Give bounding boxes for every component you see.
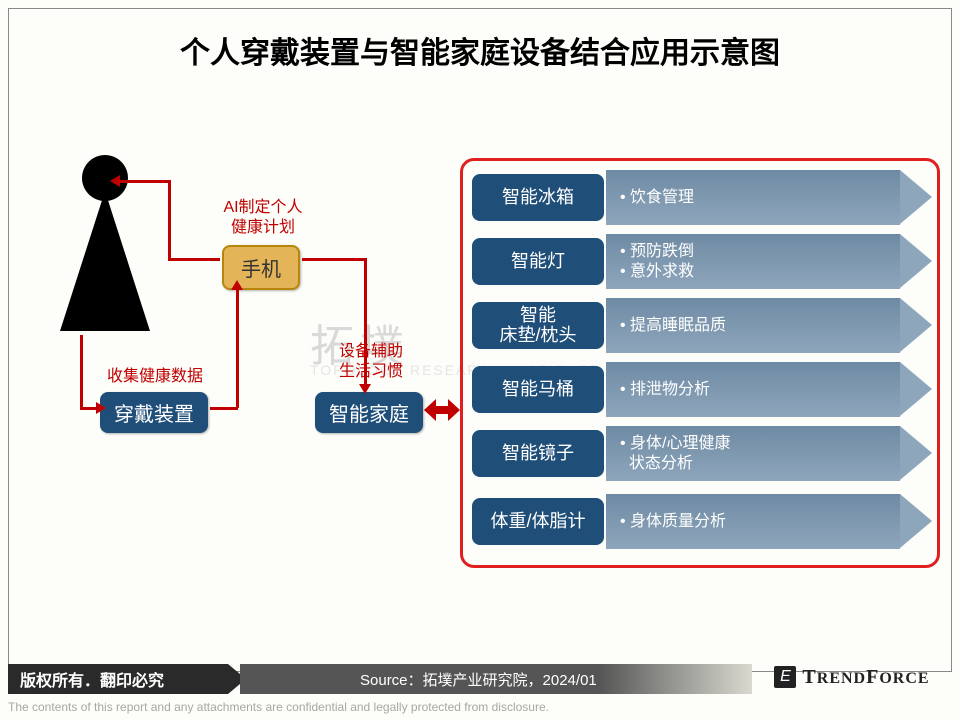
device-bullet: 预防跌倒 (620, 242, 900, 262)
device-row: 智能马桶排泄物分析 (472, 362, 940, 417)
conn-phone-home-tip (359, 384, 371, 394)
device-bullet: 意外求救 (620, 262, 900, 282)
node-home: 智能家庭 (315, 392, 423, 433)
device-row: 智能冰箱饮食管理 (472, 170, 940, 225)
trendforce-mark-icon: E (774, 666, 796, 688)
device-desc-arrow: 排泄物分析 (606, 362, 900, 417)
device-row: 体重/体脂计身体质量分析 (472, 494, 940, 549)
arrow-tip-icon (900, 170, 932, 224)
arrow-tip-icon (900, 362, 932, 416)
device-bullet: 排泄物分析 (620, 380, 900, 400)
arrow-tip-icon (900, 494, 932, 548)
double-arrow-icon (426, 399, 458, 421)
arrow-tip-icon (900, 234, 932, 288)
device-row: 智能灯预防跌倒意外求救 (472, 234, 940, 289)
device-row: 智能镜子身体/心理健康 状态分析 (472, 426, 940, 481)
device-desc-arrow: 饮食管理 (606, 170, 900, 225)
conn-phone-home-v (364, 258, 367, 386)
conn-wear-phone-tip (231, 280, 243, 290)
device-name: 体重/体脂计 (472, 498, 604, 545)
conn-phone-person-tip (110, 175, 120, 187)
device-bullet: 提高睡眠品质 (620, 316, 900, 336)
device-name: 智能马桶 (472, 366, 604, 413)
conn-phone-home-h (302, 258, 366, 261)
label-assist-l1: 设备辅助 (339, 343, 403, 360)
arrow-tip-icon (900, 298, 932, 352)
label-ai-plan: AI制定个人 健康计划 (208, 198, 318, 238)
footer-disclaimer: The contents of this report and any atta… (8, 700, 952, 714)
trendforce-text: TRENDFORCE (802, 666, 929, 689)
device-row: 智能床垫/枕头提高睡眠品质 (472, 298, 940, 353)
label-assist: 设备辅助 生活习惯 (326, 342, 416, 382)
footer-source: Source：拓墣产业研究院，2024/01 (240, 664, 752, 694)
footer-copyright: 版权所有．翻印必究 (8, 664, 228, 694)
conn-phone-person-h (118, 180, 171, 183)
conn-phone-person-h2 (168, 258, 220, 261)
node-wearable: 穿戴装置 (100, 392, 208, 433)
label-ai-plan-l1: AI制定个人 (223, 199, 302, 216)
device-bullet: 饮食管理 (620, 188, 900, 208)
device-desc-arrow: 提高睡眠品质 (606, 298, 900, 353)
label-collect: 收集健康数据 (90, 367, 220, 387)
device-name: 智能镜子 (472, 430, 604, 477)
device-name: 智能灯 (472, 238, 604, 285)
conn-wear-phone-v (236, 288, 239, 408)
device-name: 智能冰箱 (472, 174, 604, 221)
conn-person-wearable-tip (96, 402, 106, 414)
device-bullet: 身体/心理健康 状态分析 (620, 434, 900, 474)
label-ai-plan-l2: 健康计划 (231, 219, 295, 236)
device-bullet: 身体质量分析 (620, 512, 900, 532)
device-desc-arrow: 身体/心理健康 状态分析 (606, 426, 900, 481)
device-name: 智能床垫/枕头 (472, 302, 604, 349)
conn-wear-phone-h (210, 407, 238, 410)
footer-brand-logo: E TRENDFORCE (752, 660, 952, 694)
conn-person-wearable-v (80, 335, 83, 407)
page-title: 个人穿戴装置与智能家庭设备结合应用示意图 (0, 28, 960, 72)
arrow-tip-icon (900, 426, 932, 480)
conn-phone-person-v (168, 180, 171, 260)
device-desc-arrow: 预防跌倒意外求救 (606, 234, 900, 289)
device-desc-arrow: 身体质量分析 (606, 494, 900, 549)
footer-bar: 版权所有．翻印必究 Source：拓墣产业研究院，2024/01 E TREND… (8, 660, 952, 694)
label-assist-l2: 生活习惯 (339, 363, 403, 380)
